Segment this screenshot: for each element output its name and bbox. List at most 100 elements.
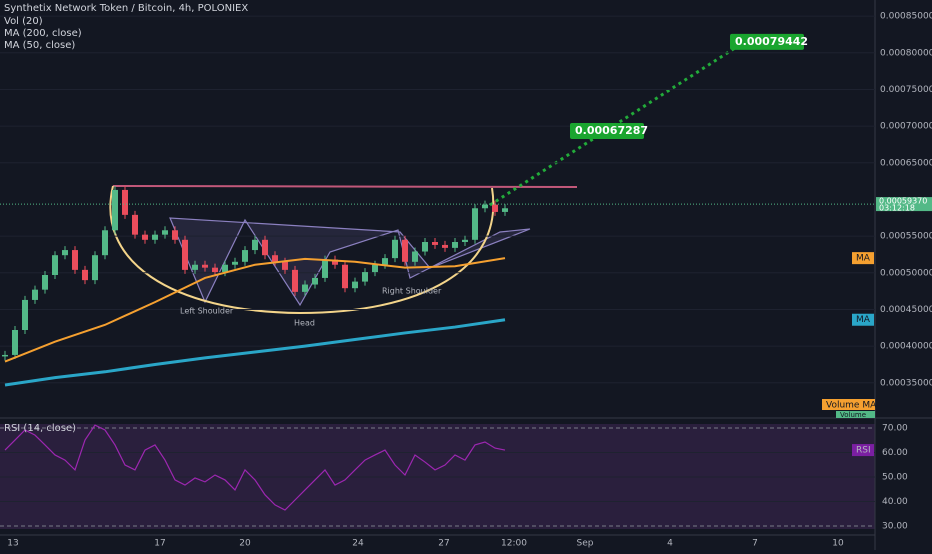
candle: [382, 258, 388, 265]
price-tag-label: 0.00059370: [879, 197, 927, 206]
time-label: 10: [832, 539, 844, 549]
time-label: Sep: [577, 539, 594, 549]
ma-tag: [852, 252, 874, 265]
candle: [172, 230, 178, 240]
time-label: 13: [7, 539, 18, 549]
target-label: 0.00067287: [575, 124, 648, 137]
candle: [142, 234, 148, 240]
rsi-title: RSI (14, close): [4, 423, 76, 434]
target-box: [730, 33, 804, 50]
candle: [302, 284, 308, 292]
volume-tag: [836, 411, 875, 418]
moving-average: [4, 318, 506, 387]
price-tick-label: 0.00045000: [880, 305, 932, 315]
time-label: 17: [154, 539, 165, 549]
price-tick-label: 0.00040000: [880, 342, 932, 352]
rsi-tick-label: 70.00: [882, 424, 908, 434]
price-tick-label: 0.00050000: [880, 268, 932, 278]
pattern-label: Right Shoulder: [382, 287, 442, 296]
candle: [392, 239, 398, 259]
candle: [402, 239, 408, 262]
candle: [312, 277, 318, 285]
volume-tag-label: Volume: [840, 411, 866, 419]
candle: [452, 242, 458, 248]
candle: [152, 234, 158, 240]
candle: [82, 269, 88, 281]
candle: [122, 189, 128, 215]
price-tick-label: 0.00075000: [880, 85, 932, 95]
candle: [32, 289, 38, 300]
target-box: [570, 123, 644, 140]
candle: [192, 264, 198, 270]
rsi-tick-label: 40.00: [882, 497, 908, 507]
time-label: 4: [667, 539, 673, 549]
candle: [72, 250, 78, 270]
price-tick-label: 0.00070000: [880, 122, 932, 132]
price-tick-label: 0.00055000: [880, 232, 932, 242]
candle: [262, 239, 268, 256]
price-tick-label: 0.00065000: [880, 158, 932, 168]
candle: [62, 250, 68, 256]
candle: [182, 239, 188, 270]
candle: [462, 239, 468, 242]
candle: [482, 204, 488, 209]
target-label: 0.00079442: [735, 35, 808, 48]
candle: [432, 242, 438, 245]
candle: [92, 255, 98, 281]
candle: [472, 208, 478, 240]
candle: [412, 251, 418, 262]
price-tick-label: 0.00080000: [880, 48, 932, 58]
candle: [502, 208, 508, 212]
time-label: 12:00: [501, 539, 527, 549]
candle: [2, 354, 8, 357]
candle: [232, 261, 238, 265]
pattern-label: Head: [294, 319, 315, 328]
rsi-tag: [852, 444, 874, 457]
rsi-tick-label: 30.00: [882, 521, 908, 531]
rsi-tag-label: RSI: [856, 446, 871, 456]
candle: [102, 230, 108, 256]
price-tick-label: 0.00085000: [880, 12, 932, 22]
candle: [422, 242, 428, 252]
rsi-tick-label: 50.00: [882, 472, 908, 482]
candle: [222, 264, 228, 273]
candle: [332, 259, 338, 265]
candle: [12, 330, 18, 355]
candle: [282, 261, 288, 270]
rsi-line: [4, 424, 506, 511]
candle: [342, 264, 348, 289]
candle: [212, 267, 218, 273]
candle: [372, 264, 378, 273]
ma-tag: [852, 313, 874, 326]
candle: [22, 299, 28, 330]
indicator: Vol (20): [4, 16, 43, 27]
volume-tag-label: Volume MA: [826, 401, 877, 411]
candle: [322, 259, 328, 278]
candle: [42, 275, 48, 290]
candle: [292, 269, 298, 292]
countdown: 03:12:18: [879, 204, 915, 213]
ma-tag-label: MA: [856, 315, 871, 325]
time-label: 27: [438, 539, 449, 549]
candle: [52, 255, 58, 275]
candle: [352, 281, 358, 289]
candle: [252, 239, 258, 251]
volume-tag: [822, 399, 875, 410]
cup: [109, 185, 495, 315]
time-label: 7: [752, 539, 758, 549]
ma-tag-label: MA: [856, 254, 871, 264]
candle: [202, 264, 208, 268]
price-tick-label: 0.00035000: [880, 378, 932, 388]
candle: [162, 230, 168, 235]
time-label: 20: [239, 539, 251, 549]
candle: [132, 214, 138, 235]
candle: [492, 204, 498, 212]
candle: [272, 255, 278, 262]
indicator: MA (200, close): [4, 28, 82, 39]
candle: [112, 189, 118, 231]
moving-average: [4, 257, 506, 363]
candle: [442, 244, 448, 248]
neckline-top: [112, 185, 578, 188]
time-label: 24: [352, 539, 364, 549]
